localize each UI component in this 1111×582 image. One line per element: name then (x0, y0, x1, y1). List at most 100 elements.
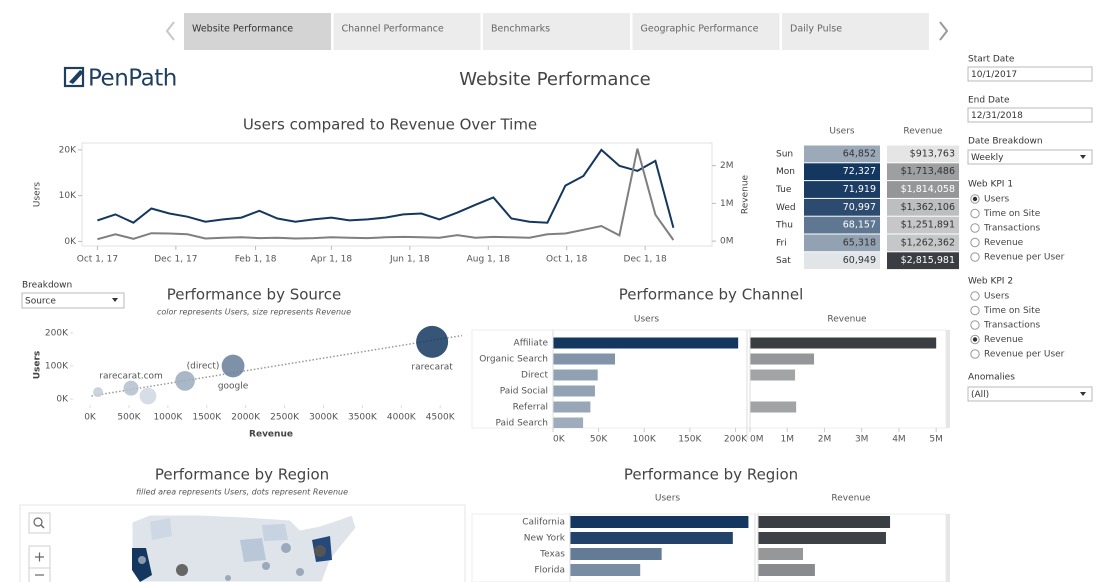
row-label: Sat (776, 256, 791, 266)
x-tick-label: 100K (633, 435, 657, 445)
tab[interactable] (782, 13, 929, 50)
map-dot (225, 575, 231, 581)
start-date-input[interactable] (967, 66, 1093, 82)
state (240, 538, 266, 562)
category-label: California (522, 518, 565, 528)
radio-label: Revenue per User (984, 253, 1065, 263)
panel-header: Users (634, 315, 660, 325)
radio-label: Time on Site (983, 209, 1041, 219)
next-tab-arrow[interactable] (939, 21, 949, 41)
tab[interactable] (184, 13, 331, 50)
tab-label: Website Performance (192, 24, 293, 35)
radio-button[interactable] (970, 252, 980, 262)
chart-title: Performance by Region (624, 466, 798, 484)
tab[interactable] (333, 13, 481, 50)
filter-label: Anomalies (968, 373, 1015, 383)
dropdown-arrow (112, 298, 118, 302)
scrollbar[interactable] (946, 330, 950, 428)
logo-icon (63, 66, 85, 88)
breakdown-value: Source (25, 297, 56, 307)
filter-label: Web KPI 1 (968, 180, 1013, 190)
panel-header: Users (655, 494, 681, 504)
end-date-input-value: 12/31/2018 (971, 111, 1023, 121)
table-cell (887, 145, 959, 163)
radio-selected (972, 196, 978, 202)
category-label: Paid Social (500, 387, 548, 397)
bar (750, 401, 797, 413)
map-dot (314, 545, 326, 557)
table-cell (887, 234, 959, 252)
radio-label: Users (984, 292, 1010, 302)
x-tick-label: 4500K (426, 413, 456, 423)
bar (758, 516, 891, 528)
table-cell (887, 198, 959, 216)
row-label: Thu (775, 221, 793, 231)
x-tick-label: 2000K (231, 413, 261, 423)
x-tick-label: Oct 1, 18 (546, 255, 588, 265)
logo-text: PenPath (88, 66, 177, 92)
column-header: Users (829, 127, 855, 137)
category-label: Referral (513, 403, 548, 413)
cell-value: 68,157 (843, 220, 876, 231)
table-cell (804, 163, 880, 181)
y-tick-label: 10K (59, 191, 77, 201)
bubble (175, 371, 195, 391)
map-search-button[interactable] (28, 512, 51, 534)
x-tick-label: 1500K (192, 413, 222, 423)
radio-label: Time on Site (983, 306, 1041, 316)
bubble-label: (direct) (187, 361, 220, 371)
y-tick-label: 100K (45, 361, 69, 371)
cell-value: 65,318 (843, 237, 876, 248)
end-date-input[interactable] (967, 107, 1093, 123)
chart-title: Performance by Source (167, 286, 342, 304)
filter-label: End Date (968, 96, 1010, 106)
bar (758, 532, 886, 544)
bar (553, 401, 591, 413)
bubble (416, 325, 449, 358)
radio-label: Users (984, 195, 1010, 205)
row-label: Mon (776, 167, 795, 177)
map-dot (176, 564, 188, 576)
table-cell (887, 252, 959, 270)
radio-button[interactable] (970, 208, 980, 219)
y-tick-label: 0K (64, 237, 77, 247)
bubble (221, 354, 245, 378)
bar-rows: California New York Texas Florida (522, 516, 891, 576)
map-dot (262, 562, 270, 570)
x-tick-label: 150K (678, 435, 702, 445)
radio-button[interactable] (970, 320, 980, 330)
table-cell (804, 198, 880, 216)
bar (553, 337, 739, 349)
x-tick-label: 3000K (309, 413, 339, 423)
line-series (97, 148, 675, 241)
state (262, 524, 288, 541)
radio-button[interactable] (970, 349, 980, 359)
cell-value: $913,763 (910, 148, 955, 159)
radio-button[interactable] (970, 237, 980, 248)
cell-value: 71,919 (843, 184, 876, 195)
dropdown-arrow (1080, 155, 1086, 159)
tab[interactable] (632, 13, 780, 50)
y-axis-label: Users (33, 351, 43, 380)
radio-button[interactable] (970, 223, 980, 233)
prev-tab-arrow[interactable] (165, 21, 175, 41)
tab[interactable] (483, 13, 630, 50)
filter-label: Date Breakdown (968, 137, 1043, 147)
row-label: Tue (775, 185, 792, 195)
radio-button[interactable] (970, 291, 980, 301)
cell-value: 70,997 (843, 202, 876, 213)
scrollbar[interactable] (946, 514, 950, 582)
x-tick-label: 2M (818, 435, 832, 445)
date-breakdown-dropdown[interactable] (967, 149, 1093, 165)
radio-button[interactable] (970, 305, 980, 316)
x-tick-label: 200K (724, 435, 748, 445)
category-label: New York (524, 534, 566, 544)
breakdown-dropdown[interactable] (21, 292, 125, 309)
radio-label: Revenue per User (984, 350, 1065, 360)
anomalies-dropdown[interactable] (967, 386, 1093, 402)
x-tick-label: 0K (84, 413, 97, 423)
y2-tick-label: 1M (720, 199, 734, 209)
bar (758, 548, 804, 560)
bar (553, 385, 595, 397)
x-tick-label: Feb 1, 18 (235, 255, 277, 265)
